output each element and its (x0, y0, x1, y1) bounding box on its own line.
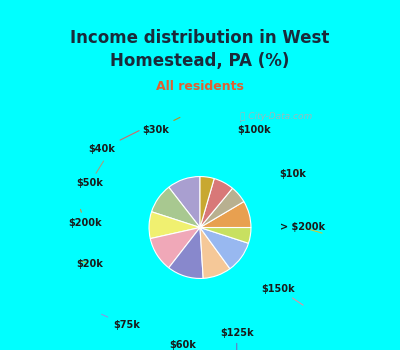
Wedge shape (149, 212, 200, 239)
Text: $75k: $75k (102, 314, 140, 330)
Wedge shape (152, 187, 200, 228)
Text: $30k: $30k (142, 117, 180, 134)
Text: ⓘ City-Data.com: ⓘ City-Data.com (240, 112, 313, 121)
Wedge shape (200, 202, 251, 228)
Text: $20k: $20k (76, 259, 103, 269)
Wedge shape (200, 228, 248, 269)
Text: $100k: $100k (237, 122, 271, 134)
Wedge shape (200, 228, 251, 243)
Text: $10k: $10k (280, 169, 306, 178)
Wedge shape (200, 228, 230, 278)
Text: Income distribution in West
Homestead, PA (%): Income distribution in West Homestead, P… (70, 29, 330, 70)
Text: $200k: $200k (68, 209, 102, 228)
Text: $125k: $125k (220, 328, 254, 350)
Text: $60k: $60k (160, 340, 196, 350)
Wedge shape (169, 228, 203, 279)
Text: $50k: $50k (76, 161, 104, 188)
Wedge shape (200, 176, 214, 228)
Wedge shape (200, 188, 244, 228)
Text: > $200k: > $200k (280, 223, 326, 233)
Wedge shape (150, 228, 200, 268)
Text: $40k: $40k (88, 131, 139, 154)
Wedge shape (169, 176, 200, 228)
Text: All residents: All residents (156, 79, 244, 93)
Text: $150k: $150k (262, 284, 303, 305)
Wedge shape (200, 178, 232, 228)
